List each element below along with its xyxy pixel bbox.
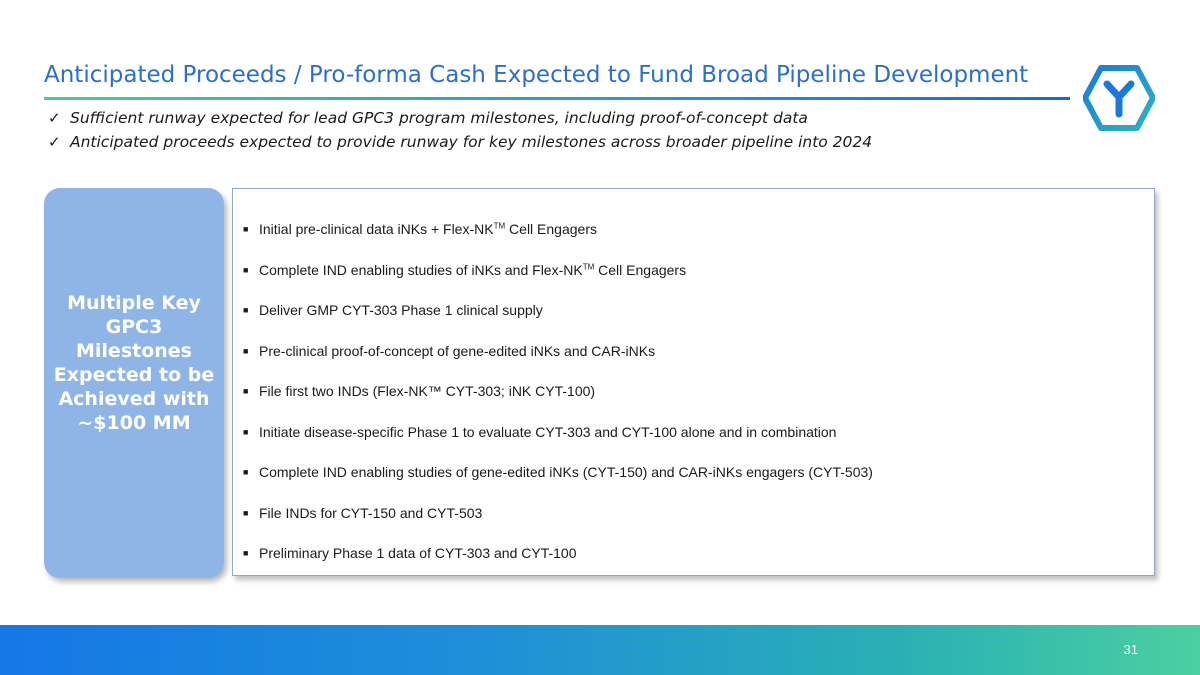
trademark-mark: TM	[493, 221, 506, 231]
square-bullet-icon: ■	[243, 264, 249, 275]
check-text: Anticipated proceeds expected to provide…	[70, 133, 873, 151]
milestone-text: Preliminary Phase 1 data of CYT-303 and …	[259, 545, 577, 562]
gpc3-milestones-label: Multiple Key GPC3 Milestones Expected to…	[53, 292, 215, 434]
footer-bar: 31	[0, 625, 1200, 675]
milestone-item: ■ Initial pre-clinical data iNKs + Flex-N…	[243, 209, 873, 250]
square-bullet-icon: ■	[243, 345, 249, 356]
milestones-panel: ■ Initial pre-clinical data iNKs + Flex-N…	[232, 188, 1155, 576]
milestone-text: Complete IND enabling studies of iNKs an…	[259, 261, 687, 278]
milestone-item: ■ Preliminary Phase 1 data of CYT-303 and…	[243, 533, 873, 574]
milestone-text: File INDs for CYT-150 and CYT-503	[259, 504, 483, 521]
milestone-text: Pre-clinical proof-of-concept of gene-ed…	[259, 342, 656, 359]
checkmark-icon: ✓	[48, 133, 61, 151]
slide-title: Anticipated Proceeds / Pro-forma Cash Ex…	[44, 62, 1029, 88]
milestone-list: ■ Initial pre-clinical data iNKs + Flex-N…	[243, 209, 873, 574]
milestone-text: Initial pre-clinical data iNKs + Flex-NK…	[259, 221, 597, 238]
square-bullet-icon: ■	[243, 224, 249, 235]
square-bullet-icon: ■	[243, 548, 249, 559]
square-bullet-icon: ■	[243, 467, 249, 478]
square-bullet-icon: ■	[243, 305, 249, 316]
square-bullet-icon: ■	[243, 426, 249, 437]
milestone-item: ■ Complete IND enabling studies of gene-e…	[243, 452, 873, 493]
square-bullet-icon: ■	[243, 507, 249, 518]
check-text: Sufficient runway expected for lead GPC3…	[70, 109, 808, 127]
y-hexagon-logo-icon	[1083, 65, 1155, 131]
milestone-item: ■ Deliver GMP CYT-303 Phase 1 clinical su…	[243, 290, 873, 331]
check-item: ✓ Sufficient runway expected for lead GP…	[48, 106, 1048, 130]
checkmark-icon: ✓	[48, 109, 61, 127]
trademark-mark: TM	[582, 262, 595, 272]
milestone-text: File first two INDs (Flex-NK™ CYT-303; i…	[259, 383, 596, 400]
milestone-item: ■ Complete IND enabling studies of iNKs a…	[243, 250, 873, 291]
milestone-text: Initiate disease-specific Phase 1 to eva…	[259, 423, 837, 440]
milestone-text: Complete IND enabling studies of gene-ed…	[259, 464, 873, 481]
title-underline	[44, 97, 1070, 100]
milestone-item: ■ Pre-clinical proof-of-concept of gene-e…	[243, 331, 873, 372]
gpc3-milestones-panel: Multiple Key GPC3 Milestones Expected to…	[44, 188, 224, 578]
milestone-item: ■ File INDs for CYT-150 and CYT-503	[243, 493, 873, 534]
milestone-item: ■ File first two INDs (Flex-NK™ CYT-303; …	[243, 371, 873, 412]
page-number: 31	[1123, 642, 1138, 657]
milestone-text: Deliver GMP CYT-303 Phase 1 clinical sup…	[259, 302, 543, 319]
check-list: ✓ Sufficient runway expected for lead GP…	[48, 106, 1048, 154]
check-item: ✓ Anticipated proceeds expected to provi…	[48, 130, 1048, 154]
square-bullet-icon: ■	[243, 386, 249, 397]
milestone-item: ■ Initiate disease-specific Phase 1 to ev…	[243, 412, 873, 453]
